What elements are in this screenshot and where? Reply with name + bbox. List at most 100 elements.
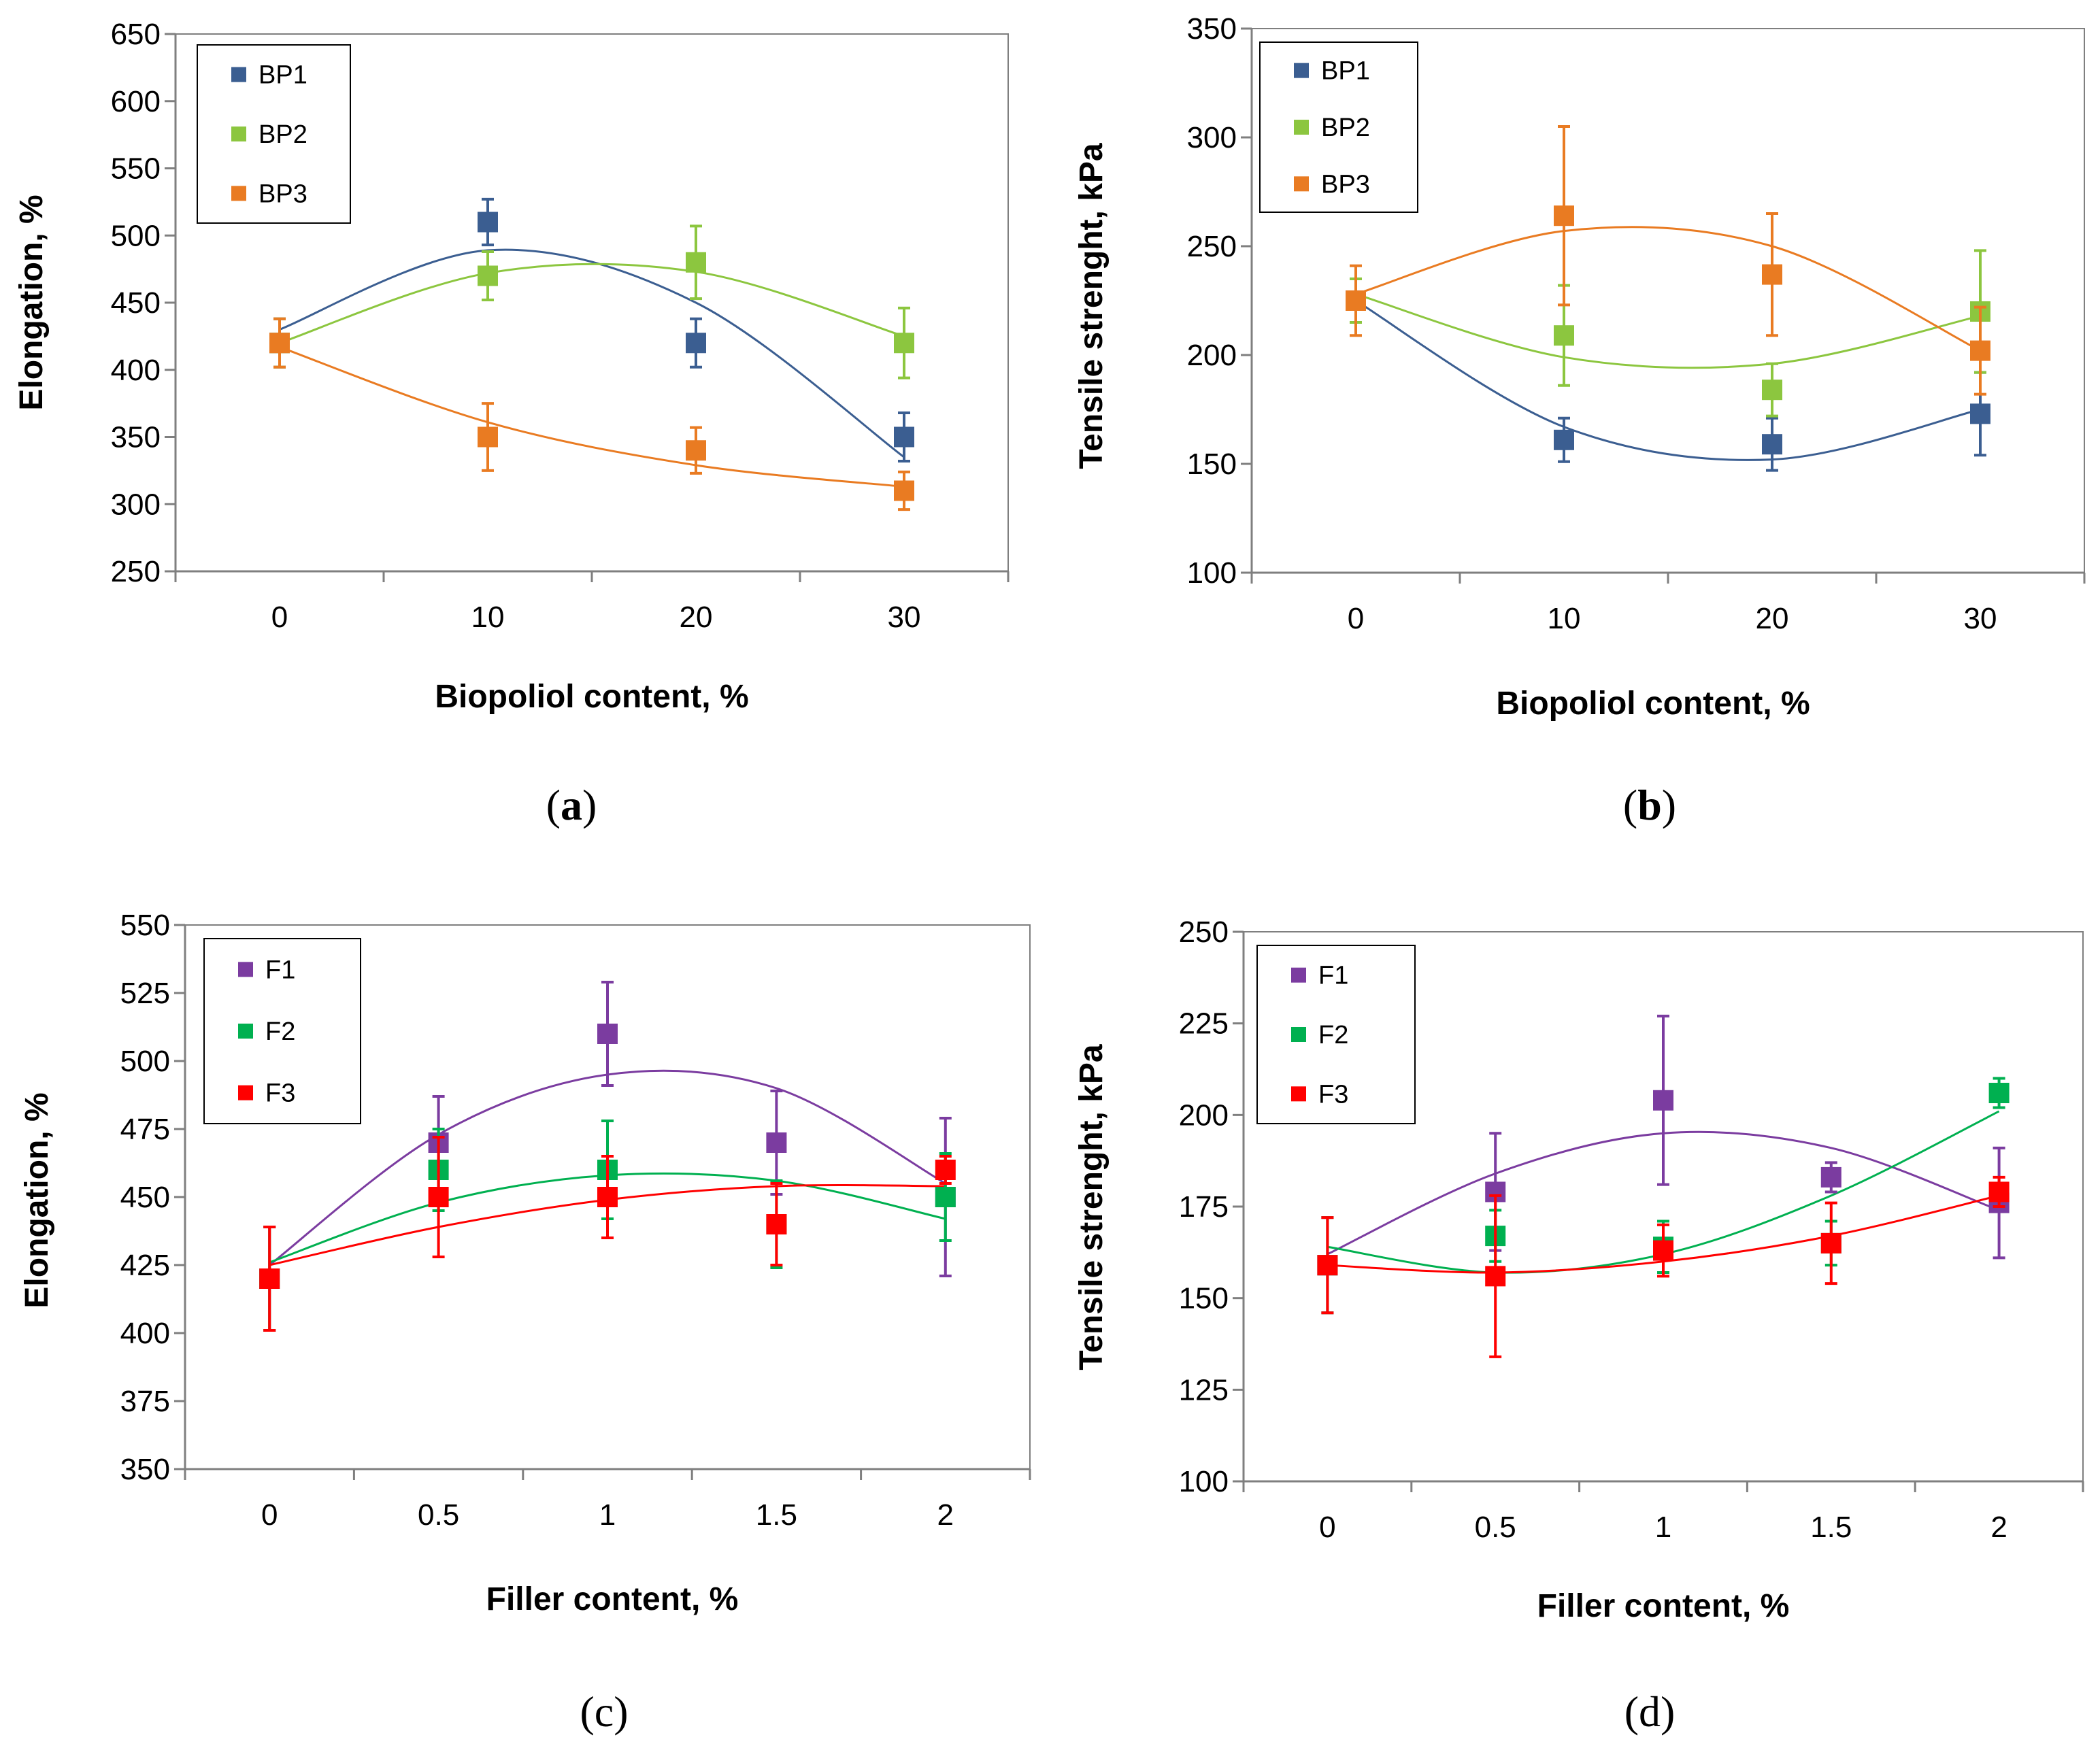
legend: BP1 BP2 BP3	[197, 44, 351, 224]
data-point-BP2	[1554, 325, 1574, 346]
x-tick-label: 20	[1756, 602, 1789, 635]
data-point-F3	[428, 1187, 449, 1207]
data-point-F2	[935, 1187, 956, 1207]
data-point-F3	[259, 1268, 280, 1289]
x-tick-label: 20	[680, 601, 713, 634]
legend-swatch-BP1	[231, 67, 246, 82]
panel-label: (d)	[1624, 1687, 1676, 1736]
x-tick-label: 1	[1655, 1511, 1671, 1544]
y-tick-label: 375	[120, 1385, 170, 1418]
y-tick-label: 100	[1187, 556, 1237, 590]
data-point-F3	[1988, 1181, 2010, 1202]
x-axis-title: Filler content, %	[486, 1581, 739, 1617]
legend-label-F3: F3	[1318, 1080, 1348, 1109]
data-point-F1	[766, 1132, 787, 1153]
data-point-BP1	[686, 333, 706, 354]
legend-swatch-F3	[238, 1085, 253, 1100]
legend-swatch-BP3	[1294, 176, 1309, 192]
panel-label: (b)	[1623, 781, 1676, 829]
y-tick-label: 650	[111, 18, 161, 51]
x-tick-label: 0	[271, 601, 288, 634]
y-tick-label: 550	[120, 909, 170, 942]
legend-swatch-F1	[238, 962, 253, 977]
y-tick-label: 150	[1179, 1282, 1229, 1315]
y-tick-label: 350	[1187, 12, 1237, 46]
x-axis-title: Filler content, %	[1537, 1588, 1790, 1624]
legend-box	[203, 938, 361, 1124]
data-point-BP2	[1762, 380, 1782, 401]
legend: F1 F2 F3	[203, 938, 361, 1124]
data-point-F1	[1820, 1166, 1841, 1188]
legend-label-F2: F2	[265, 1017, 295, 1046]
legend-label-BP2: BP2	[259, 120, 307, 149]
y-tick-label: 450	[111, 286, 161, 320]
y-tick-label: 350	[120, 1453, 170, 1486]
legend-swatch-F2	[1291, 1027, 1306, 1042]
y-tick-label: 450	[120, 1181, 170, 1214]
panel-label: (c)	[580, 1687, 628, 1736]
x-tick-label: 30	[1964, 602, 1997, 635]
y-tick-label: 150	[1187, 448, 1237, 481]
y-tick-label: 250	[1187, 230, 1237, 263]
legend-box	[197, 44, 351, 224]
legend-swatch-BP1	[1294, 63, 1309, 78]
y-tick-label: 400	[111, 354, 161, 387]
x-tick-label: 2	[1990, 1511, 2007, 1544]
legend-swatch-BP2	[231, 127, 246, 141]
data-point-F3	[935, 1160, 956, 1180]
legend-label-F1: F1	[1318, 962, 1348, 990]
data-point-BP1	[894, 426, 914, 448]
panel-label-letter: a	[561, 781, 582, 829]
y-tick-label: 600	[111, 85, 161, 118]
data-point-F1	[597, 1024, 618, 1044]
y-axis-title: Elongation, %	[14, 195, 50, 410]
trendline-BP2	[279, 263, 905, 344]
legend-swatch-F2	[238, 1024, 253, 1039]
chart-d: 100 125 150 175 200 225 250 0 0.5 1 1.5 2 Filler con…	[1073, 915, 2084, 1736]
y-axis-title: Tensile strenght, kPa	[1073, 1044, 1110, 1370]
x-axis-title: Biopoliol content, %	[1496, 686, 1810, 722]
y-tick-label: 550	[111, 152, 161, 186]
data-point-BP2	[686, 252, 706, 273]
legend-label-BP2: BP2	[1321, 114, 1370, 142]
y-tick-label: 500	[111, 219, 161, 252]
legend-label-F1: F1	[265, 956, 295, 984]
y-tick-label: 100	[1179, 1465, 1229, 1498]
legend-swatch-F1	[1291, 967, 1306, 983]
legend-swatch-F3	[1291, 1086, 1306, 1102]
panel-label-letter: c	[595, 1687, 614, 1736]
data-point-F3	[766, 1214, 787, 1234]
data-point-F2	[1988, 1083, 2010, 1104]
data-point-BP1	[1554, 429, 1574, 450]
panel-label-letter: d	[1639, 1687, 1661, 1736]
legend-label-F3: F3	[265, 1079, 295, 1108]
y-tick-label: 250	[1179, 915, 1229, 949]
y-tick-label: 475	[120, 1113, 170, 1146]
trendline-BP2	[1355, 292, 1981, 369]
panel-label-letter: b	[1637, 781, 1662, 829]
data-point-BP1	[1762, 434, 1782, 455]
x-axis-title: Biopoliol content, %	[435, 679, 748, 715]
trendline-BP3	[279, 346, 905, 488]
y-tick-label: 500	[120, 1045, 170, 1078]
x-tick-label: 0	[1319, 1511, 1335, 1544]
y-tick-label: 175	[1179, 1190, 1229, 1224]
data-point-F3	[597, 1187, 618, 1207]
y-tick-label: 525	[120, 977, 170, 1010]
x-tick-label: 1.5	[1810, 1511, 1852, 1544]
legend-box	[1259, 41, 1418, 213]
data-point-F3	[1820, 1232, 1841, 1253]
y-axis-title: Elongation, %	[19, 1092, 55, 1308]
x-tick-label: 10	[471, 601, 505, 634]
data-point-F3	[1653, 1240, 1673, 1261]
data-point-BP2	[894, 333, 914, 354]
data-point-BP2	[478, 265, 498, 286]
data-point-BP1	[1970, 403, 1990, 424]
y-tick-label: 200	[1187, 339, 1237, 372]
data-point-BP1	[478, 212, 498, 233]
chart-c: 350 375 400 425 450 475 500 525 550 0 0.5 1 1.5 2 Fill…	[19, 909, 1031, 1736]
data-point-BP3	[1346, 290, 1366, 311]
y-tick-label: 125	[1179, 1373, 1229, 1407]
trendline-BP3	[1355, 226, 1981, 352]
